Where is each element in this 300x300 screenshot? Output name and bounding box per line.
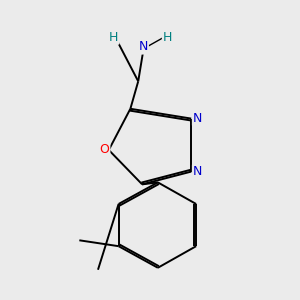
- Text: H: H: [163, 31, 172, 44]
- Text: N: N: [138, 40, 148, 53]
- Text: O: O: [99, 143, 109, 157]
- Text: N: N: [193, 165, 202, 178]
- Text: H: H: [109, 31, 118, 44]
- Text: N: N: [193, 112, 202, 125]
